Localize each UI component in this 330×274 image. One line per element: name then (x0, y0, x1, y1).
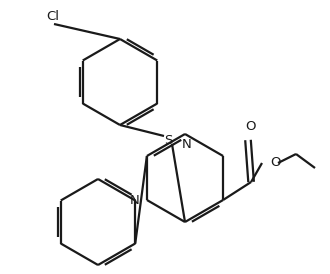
Text: N: N (182, 138, 192, 151)
Text: Cl: Cl (46, 10, 59, 22)
Text: O: O (270, 156, 280, 170)
Text: S: S (164, 133, 172, 147)
Text: O: O (245, 120, 255, 133)
Text: N: N (130, 193, 140, 207)
